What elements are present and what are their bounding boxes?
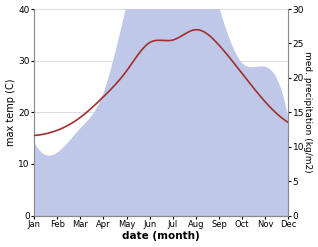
Y-axis label: med. precipitation (kg/m2): med. precipitation (kg/m2) [303, 51, 313, 173]
X-axis label: date (month): date (month) [122, 231, 200, 242]
Y-axis label: max temp (C): max temp (C) [5, 79, 16, 146]
